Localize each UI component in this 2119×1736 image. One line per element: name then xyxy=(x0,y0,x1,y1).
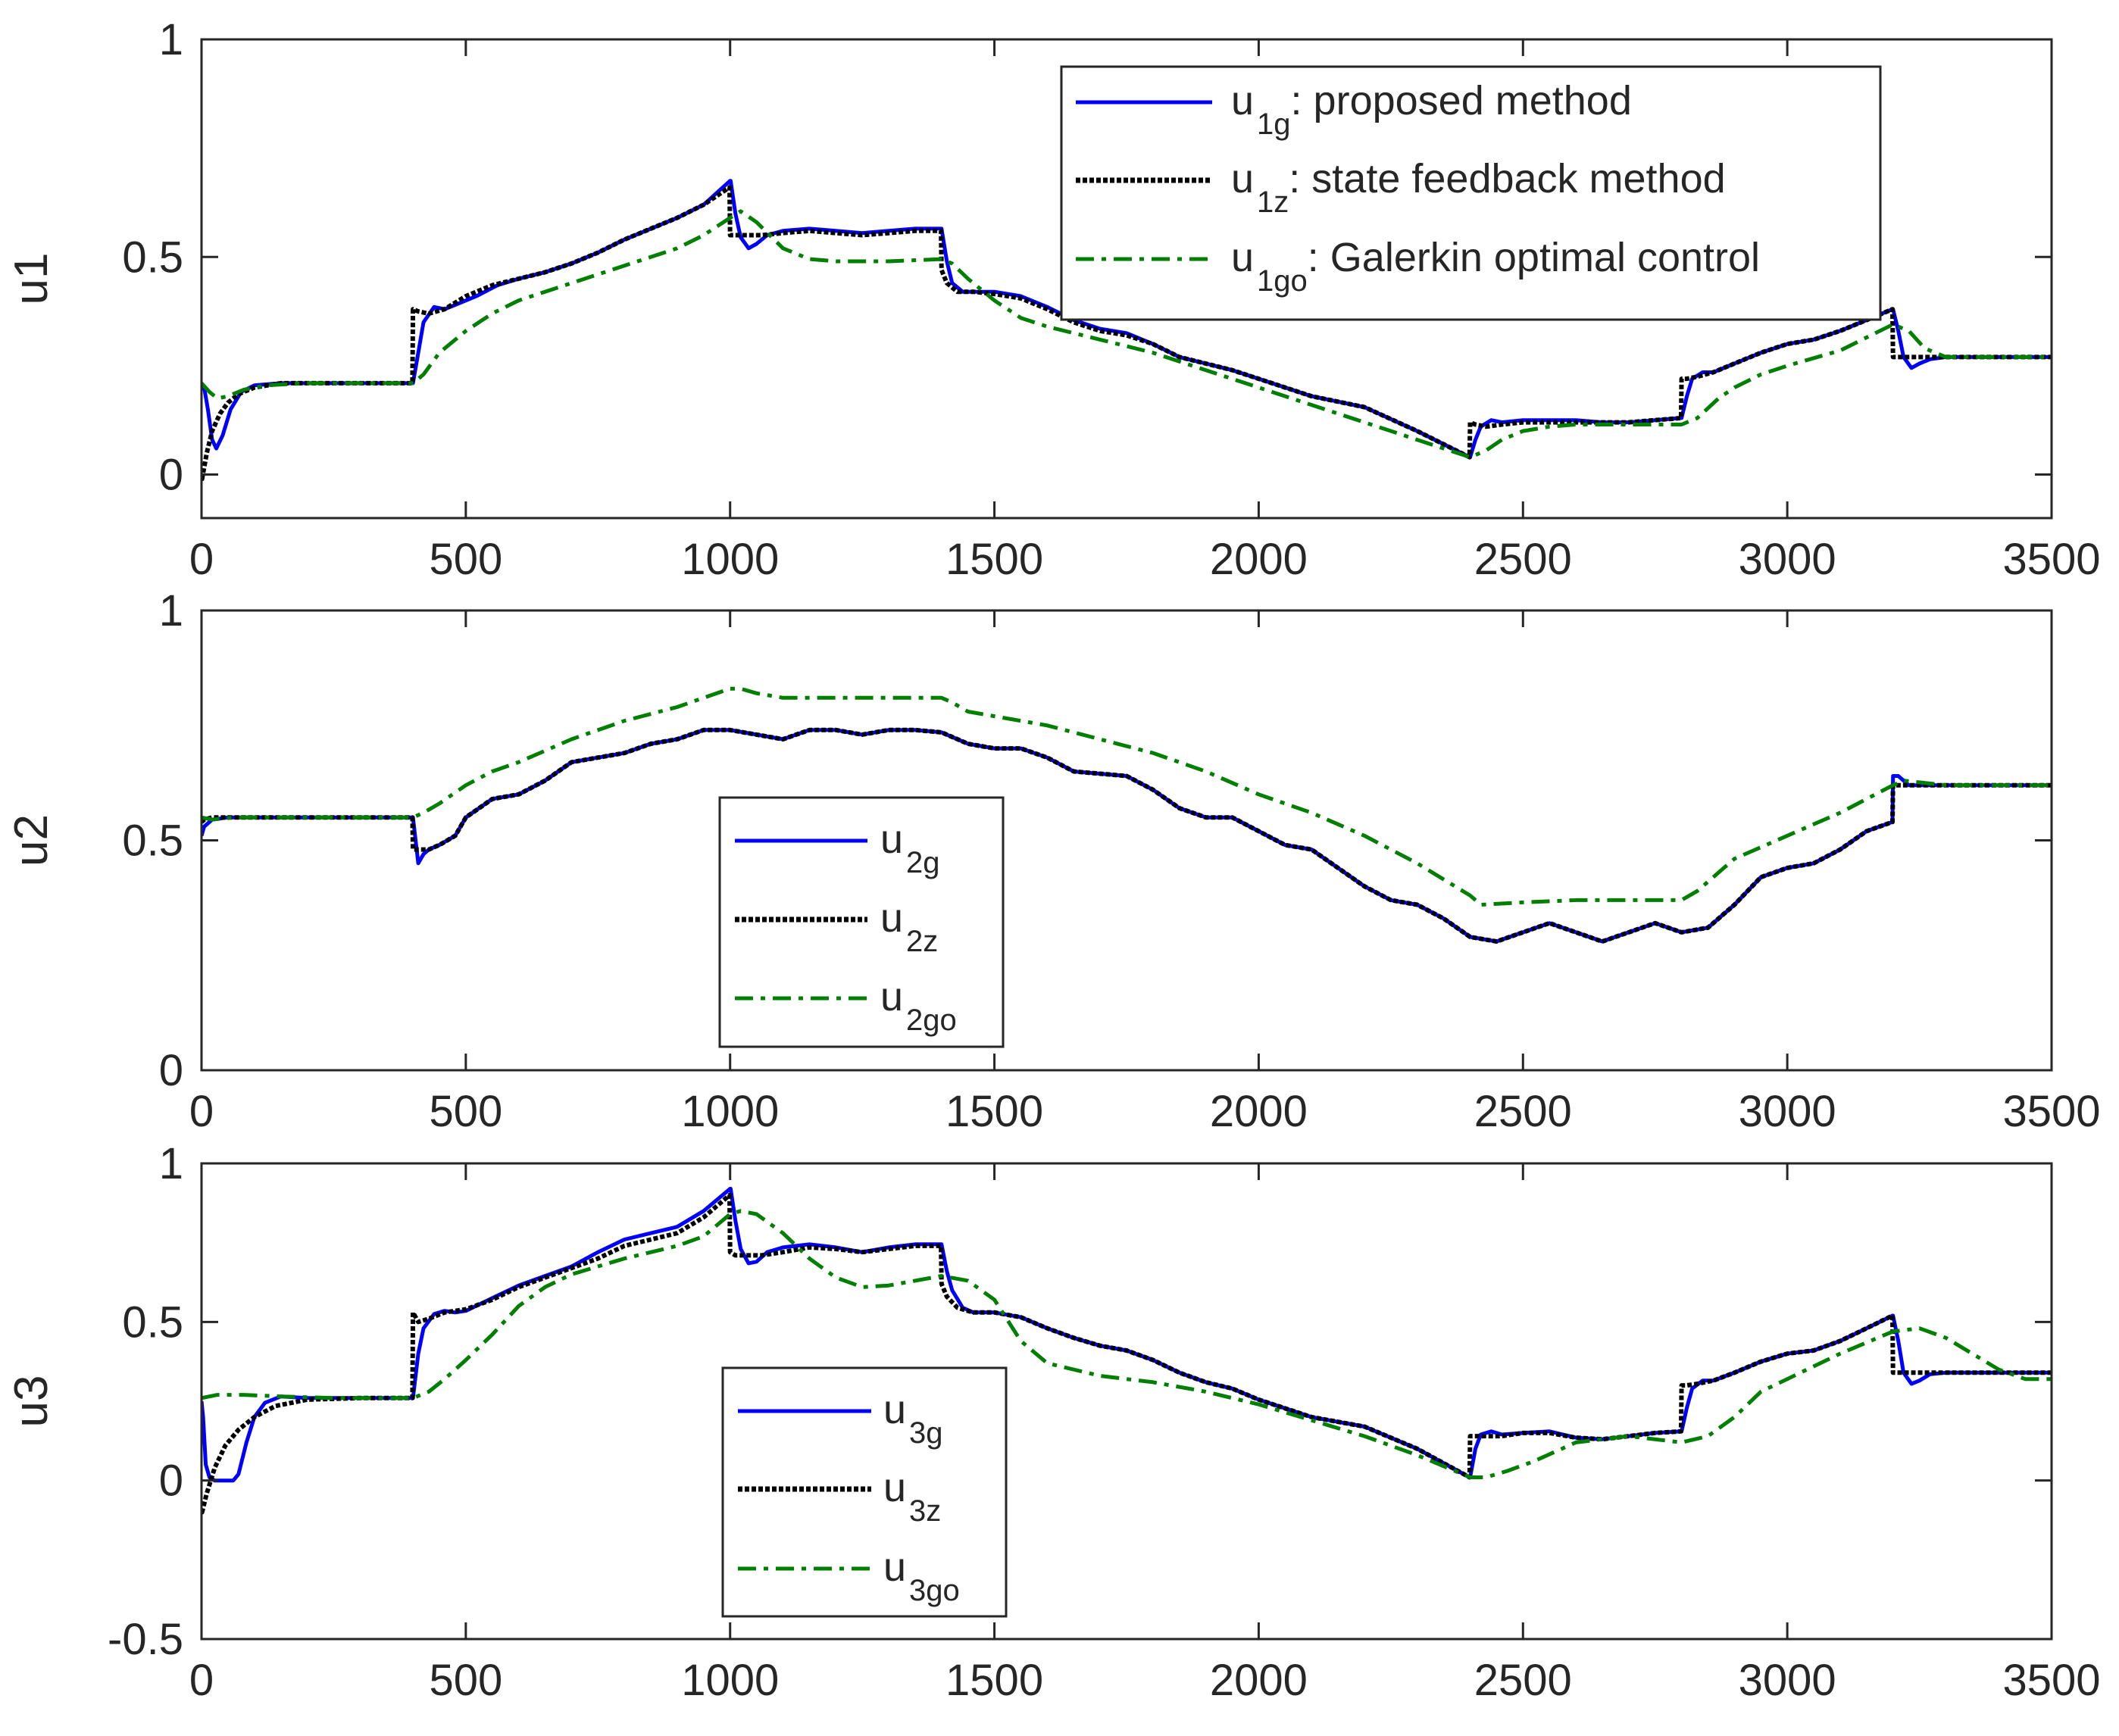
x-tick-label: 2500 xyxy=(1474,1087,1572,1136)
x-tick-label: 500 xyxy=(429,1656,502,1705)
legend-label-u2z: u2z xyxy=(880,895,938,958)
x-tick-label: 3500 xyxy=(2002,1087,2100,1136)
plot-layer: 0 500 1000 1500 2000 2500 3000 350000.51u1u1g: … xyxy=(5,15,2101,1705)
x-tick-label: 0 xyxy=(189,1087,214,1136)
legend: u2g u2z u2go xyxy=(718,796,1005,1048)
y-tick-label: 1 xyxy=(159,586,183,635)
panel-2-series xyxy=(202,686,2052,944)
legend-label-u3g: u3g xyxy=(883,1387,943,1450)
x-tick-label: 2500 xyxy=(1474,1656,1572,1705)
series-line-u3z xyxy=(202,1192,2052,1515)
y-tick-label: 0.5 xyxy=(122,233,183,282)
x-tick-label: 0 xyxy=(189,1656,214,1705)
y-tick-label: 0.5 xyxy=(122,816,183,866)
y-tick-label: 0 xyxy=(159,1457,183,1506)
y-tick-label: -0.5 xyxy=(108,1615,183,1664)
legend: u3g u3z u3go xyxy=(721,1366,1008,1618)
series-line-u1z xyxy=(202,185,2052,482)
legend: u1g: proposed method u1z: state feedback … xyxy=(1060,65,1882,321)
axes-box xyxy=(200,38,2053,520)
x-tick-label: 1000 xyxy=(681,1087,779,1136)
x-tick-label: 0 xyxy=(189,535,214,584)
y-tick-label: 0.5 xyxy=(122,1297,183,1347)
x-tick-label: 500 xyxy=(429,1087,502,1136)
legend-box xyxy=(1060,65,1882,321)
legend-box xyxy=(721,1366,1008,1618)
legend-label-u1g: u1g: proposed method xyxy=(1231,78,1632,141)
series-line-u3go xyxy=(202,1209,2052,1479)
x-tick-label: 2000 xyxy=(1210,1656,1308,1705)
legend-label-u2g: u2g xyxy=(880,816,940,879)
x-tick-label: 3500 xyxy=(2002,535,2100,584)
y-tick-label: 0 xyxy=(159,451,183,500)
x-tick-label: 500 xyxy=(429,535,502,584)
y-axis-label: u2 xyxy=(5,814,58,866)
y-tick-label: 1 xyxy=(159,15,183,64)
panel-1-series xyxy=(202,179,2052,482)
legend-label-u3z: u3z xyxy=(883,1465,941,1528)
panel-1: 0 500 1000 1500 2000 2500 3000 3500 0 0.5 1 u1 u1g: … xyxy=(5,15,2101,584)
y-tick-label: 1 xyxy=(159,1139,183,1188)
legend-label-u1z: u1z: state feedback method xyxy=(1231,156,1726,219)
legend-label-u3go: u3go xyxy=(883,1544,960,1607)
series-line-u1go xyxy=(202,209,2052,460)
x-tick-label: 1500 xyxy=(945,535,1043,584)
y-axis-label: u3 xyxy=(5,1375,58,1428)
y-axis-label: u1 xyxy=(5,253,58,305)
axes-box xyxy=(200,1162,2053,1641)
x-tick-label: 3500 xyxy=(2002,1656,2100,1705)
x-tick-label: 2000 xyxy=(1210,1087,1308,1136)
panel-3-series xyxy=(202,1187,2052,1515)
x-tick-label: 1000 xyxy=(681,535,779,584)
x-tick-label: 3000 xyxy=(1739,1087,1836,1136)
series-line-u2go xyxy=(202,686,2052,907)
series-line-u2z xyxy=(202,727,2052,944)
y-tick-label: 0 xyxy=(159,1046,183,1095)
x-tick-label: 1500 xyxy=(945,1656,1043,1705)
x-tick-label: 3000 xyxy=(1739,1656,1836,1705)
x-tick-label: 1000 xyxy=(681,1656,779,1705)
x-tick-label: 3000 xyxy=(1739,535,1836,584)
x-tick-label: 1500 xyxy=(945,1087,1043,1136)
legend-label-u2go: u2go xyxy=(880,974,957,1037)
x-tick-label: 2500 xyxy=(1474,535,1572,584)
legend-label-u1go: u1go: Galerkin optimal control xyxy=(1231,235,1760,298)
x-tick-label: 2000 xyxy=(1210,535,1308,584)
